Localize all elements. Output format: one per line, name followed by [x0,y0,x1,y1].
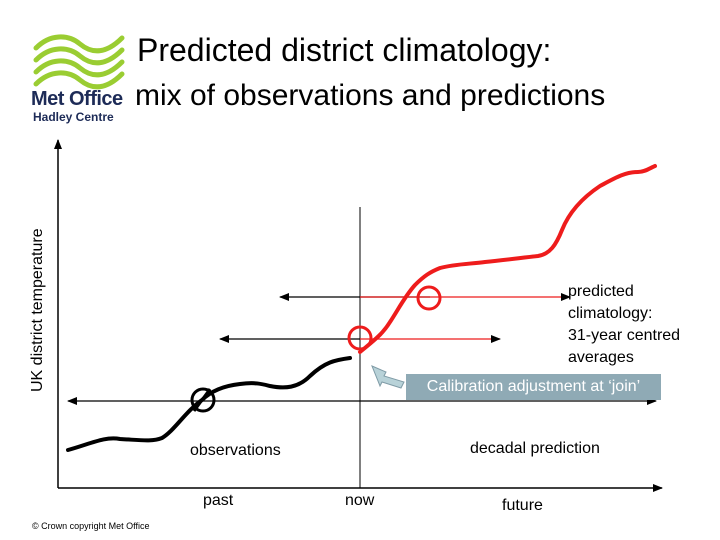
logo-subtitle: Hadley Centre [33,110,114,124]
observations-label: observations [190,442,281,459]
title-line-1: Predicted district climatology: [137,32,552,68]
calibration-join-arrow [371,365,405,389]
copyright-notice: © Crown copyright Met Office [32,521,150,531]
observation-circle-slash [192,388,212,412]
prediction-window-circle [416,285,442,311]
observation-window-circle [190,387,216,413]
calibration-adjustment-label: Calibration adjustment at ‘join’ [406,374,661,400]
decadal-prediction-label: decadal prediction [470,440,600,457]
predicted-climatology-label: predicted climatology: 31-year centred a… [568,281,680,369]
now-label: now [345,492,375,509]
met-office-logo [28,30,128,130]
logo-name: Met Office [31,88,123,110]
predicted-label-line-3: 31-year centred [568,327,681,344]
predicted-label-line-1: predicted [568,283,634,300]
title-line-2: mix of observations and predictions [135,79,606,112]
future-label: future [502,497,543,514]
observations-curve [66,356,352,452]
join-window-circle [347,325,373,351]
predicted-label-line-4: averages [568,349,634,366]
prediction-curve [358,164,657,354]
met-office-wave-icon [33,34,125,90]
past-label: past [203,492,234,509]
predicted-label-line-2: climatology: [568,305,653,322]
